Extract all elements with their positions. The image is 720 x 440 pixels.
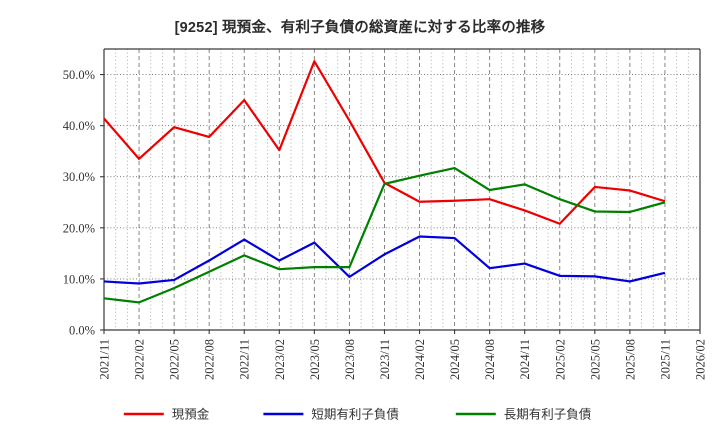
x-tick-label: 2022/11	[238, 339, 252, 380]
y-tick-label: 40.0%	[63, 119, 95, 133]
x-tick-label: 2025/02	[553, 339, 567, 380]
x-tick-label: 2023/02	[273, 339, 287, 380]
y-tick-label: 10.0%	[63, 272, 95, 286]
x-tick-label: 2025/11	[658, 339, 672, 380]
y-axis-tick-labels: 0.0% 10.0% 20.0% 30.0% 40.0% 50.0%	[63, 68, 95, 337]
series-line-長期有利子負債	[103, 166, 666, 304]
x-tick-label: 2024/02	[413, 339, 427, 380]
y-tick-label: 50.0%	[63, 68, 95, 82]
x-tick-label: 2024/05	[448, 339, 462, 380]
x-tick-label: 2024/11	[518, 339, 532, 380]
x-tick-label: 2022/08	[203, 339, 217, 380]
x-tick-label: 2025/05	[588, 339, 602, 380]
grid-layer	[103, 49, 701, 330]
chart-legend: 現預金 短期有利子負債 長期有利子負債	[123, 407, 592, 422]
x-tick-label: 2024/08	[483, 339, 497, 380]
x-tick-label: 2023/11	[378, 339, 392, 380]
x-tick-label: 2026/02	[694, 339, 708, 380]
x-tick-label: 2025/08	[623, 339, 637, 380]
x-tick-label: 2021/11	[98, 339, 112, 380]
series-layer	[103, 60, 666, 304]
series-line-短期有利子負債	[103, 235, 666, 285]
y-tick-label: 20.0%	[63, 221, 95, 235]
x-tick-label: 2022/05	[168, 339, 182, 380]
axes-layer	[100, 48, 701, 334]
x-tick-label: 2023/08	[343, 339, 357, 380]
chart-title: [9252] 現預金、有利子負債の総資産に対する比率の推移	[174, 20, 546, 36]
y-tick-label: 30.0%	[63, 170, 95, 184]
x-axis-tick-labels: 2021/11 2022/02 2022/05 2022/08 2022/11 2023/…	[98, 339, 708, 380]
legend-label-現預金: 現預金	[172, 407, 210, 422]
x-tick-label: 2022/02	[133, 339, 147, 380]
y-tick-label: 0.0%	[69, 324, 95, 338]
x-tick-label: 2023/05	[308, 339, 322, 380]
legend-label-短期有利子負債: 短期有利子負債	[311, 407, 399, 422]
legend-label-長期有利子負債: 長期有利子負債	[504, 407, 592, 422]
